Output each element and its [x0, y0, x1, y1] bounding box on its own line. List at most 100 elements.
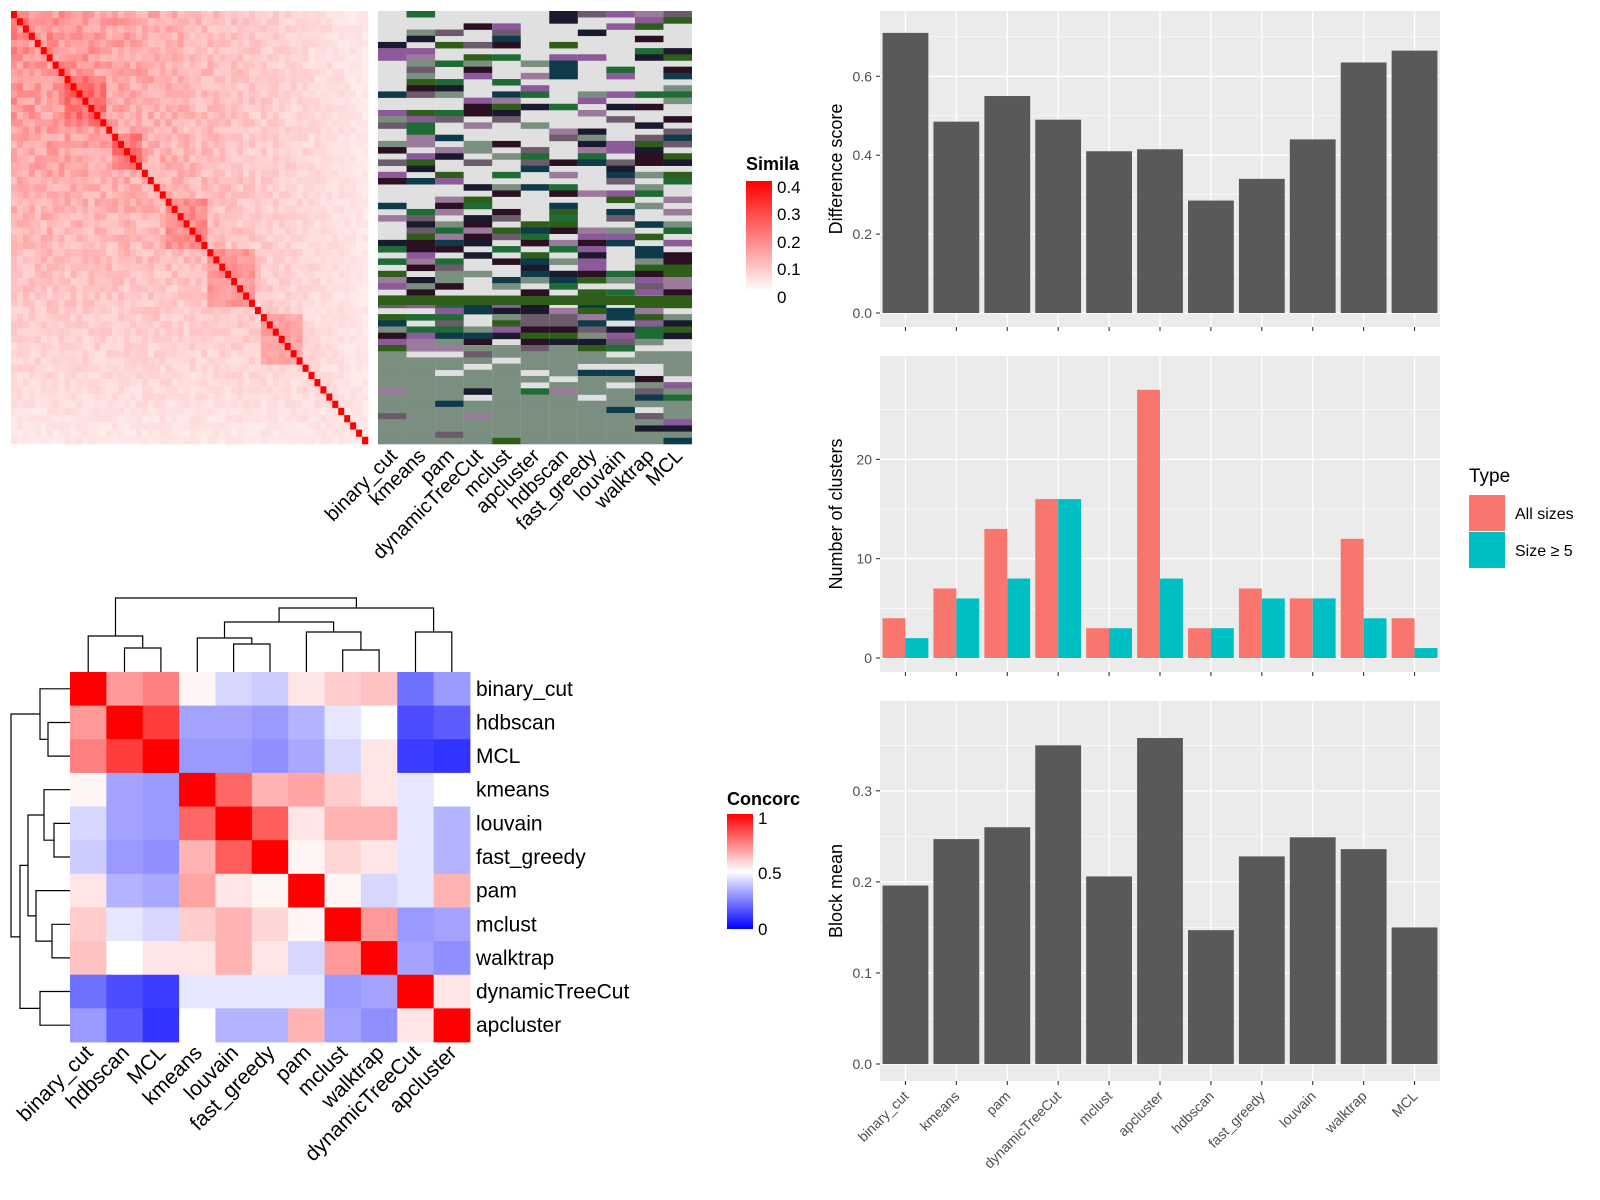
similarity-cell: [260, 429, 268, 438]
similarity-cell: [344, 11, 351, 19]
similarity-cell: [94, 18, 101, 26]
similarity-cell: [76, 285, 83, 293]
similarity-cell: [231, 371, 238, 380]
similarity-cell: [201, 263, 208, 272]
similarity-cell: [177, 371, 184, 380]
concordance-cell: [106, 873, 144, 908]
bar: [1391, 618, 1415, 658]
similarity-cell: [338, 314, 345, 322]
concordance-cell: [106, 840, 144, 875]
similarity-cell: [296, 393, 303, 401]
similarity-cell: [141, 386, 149, 394]
similarity-cell: [344, 119, 351, 127]
similarity-cell: [219, 227, 226, 236]
similarity-cell: [326, 285, 333, 293]
similarity-cell: [290, 342, 297, 351]
similarity-cell: [344, 213, 351, 221]
similarity-cell: [130, 11, 137, 19]
cluster-cell: [378, 394, 407, 401]
cluster-cell: [606, 326, 635, 333]
cluster-cell: [549, 54, 578, 61]
cluster-cell: [378, 159, 407, 166]
similarity-cell: [272, 371, 280, 380]
similarity-cell: [100, 220, 107, 228]
similarity-cell: [112, 39, 119, 48]
dendrogram-branch: [414, 631, 453, 672]
similarity-cell: [290, 184, 297, 192]
similarity-cell: [266, 75, 274, 84]
similarity-cell: [296, 83, 303, 91]
similarity-cell: [28, 126, 36, 134]
cluster-cell: [634, 357, 664, 364]
similarity-cell: [100, 191, 107, 199]
similarity-cell: [141, 83, 149, 91]
similarity-cell: [112, 11, 119, 19]
similarity-cell: [153, 350, 161, 358]
similarity-cell: [141, 278, 149, 286]
cluster-cell: [435, 332, 464, 340]
similarity-cell: [112, 241, 119, 250]
cluster-cell: [606, 345, 635, 352]
similarity-cell: [147, 386, 155, 394]
similarity-cell: [135, 148, 143, 156]
similarity-cell: [183, 97, 190, 106]
similarity-cell: [34, 379, 42, 387]
similarity-cell: [28, 415, 36, 423]
similarity-cell: [272, 422, 280, 430]
similarity-cell: [237, 256, 244, 264]
similarity-cell: [284, 436, 291, 445]
similarity-cell: [350, 263, 357, 272]
similarity-cell: [130, 162, 137, 171]
similarity-cell: [177, 61, 184, 70]
bar: [1137, 738, 1183, 1064]
similarity-cell: [34, 133, 42, 142]
similarity-cell: [278, 285, 285, 293]
similarity-cell: [94, 371, 101, 380]
similarity-cell: [231, 357, 238, 365]
similarity-cell: [94, 227, 101, 236]
similarity-cell: [70, 249, 77, 257]
similarity-cell: [76, 133, 83, 142]
similarity-cell: [260, 220, 268, 228]
concordance-cell: [324, 907, 362, 942]
similarity-cell: [314, 140, 321, 149]
similarity-cell: [16, 256, 24, 264]
concordance-cell: [142, 806, 180, 841]
similarity-cell: [11, 97, 18, 106]
similarity-cell: [183, 176, 190, 185]
similarity-cell: [94, 75, 101, 84]
similarity-cell: [100, 342, 107, 351]
cluster-cell: [520, 264, 550, 272]
similarity-cell: [130, 386, 137, 394]
similarity-cell: [308, 357, 315, 365]
similarity-cell: [100, 429, 107, 438]
similarity-cell: [278, 184, 285, 192]
similarity-cell: [207, 379, 214, 387]
cluster-cell: [520, 357, 550, 364]
similarity-cell: [64, 249, 71, 257]
cluster-cell: [435, 425, 464, 432]
similarity-cell: [254, 314, 262, 322]
similarity-cell: [320, 400, 327, 409]
similarity-cell: [94, 191, 101, 199]
similarity-cell: [272, 213, 280, 221]
similarity-cell: [52, 234, 59, 243]
similarity-cell: [153, 133, 161, 142]
similarity-cell: [183, 184, 190, 192]
similarity-cell: [106, 328, 113, 337]
similarity-cell: [326, 357, 333, 365]
concordance-cell: [179, 907, 216, 942]
similarity-cell: [302, 386, 309, 394]
similarity-cell: [130, 119, 137, 127]
similarity-cell: [243, 140, 250, 149]
similarity-cell: [183, 133, 190, 142]
cluster-cell: [520, 233, 550, 241]
similarity-cell: [219, 328, 226, 337]
similarity-cell: [243, 335, 250, 344]
similarity-cell: [213, 205, 220, 214]
similarity-cell: [332, 90, 339, 98]
similarity-cell: [11, 11, 18, 19]
similarity-cell: [213, 25, 220, 33]
similarity-cell: [314, 176, 321, 185]
cluster-cell: [634, 11, 664, 18]
